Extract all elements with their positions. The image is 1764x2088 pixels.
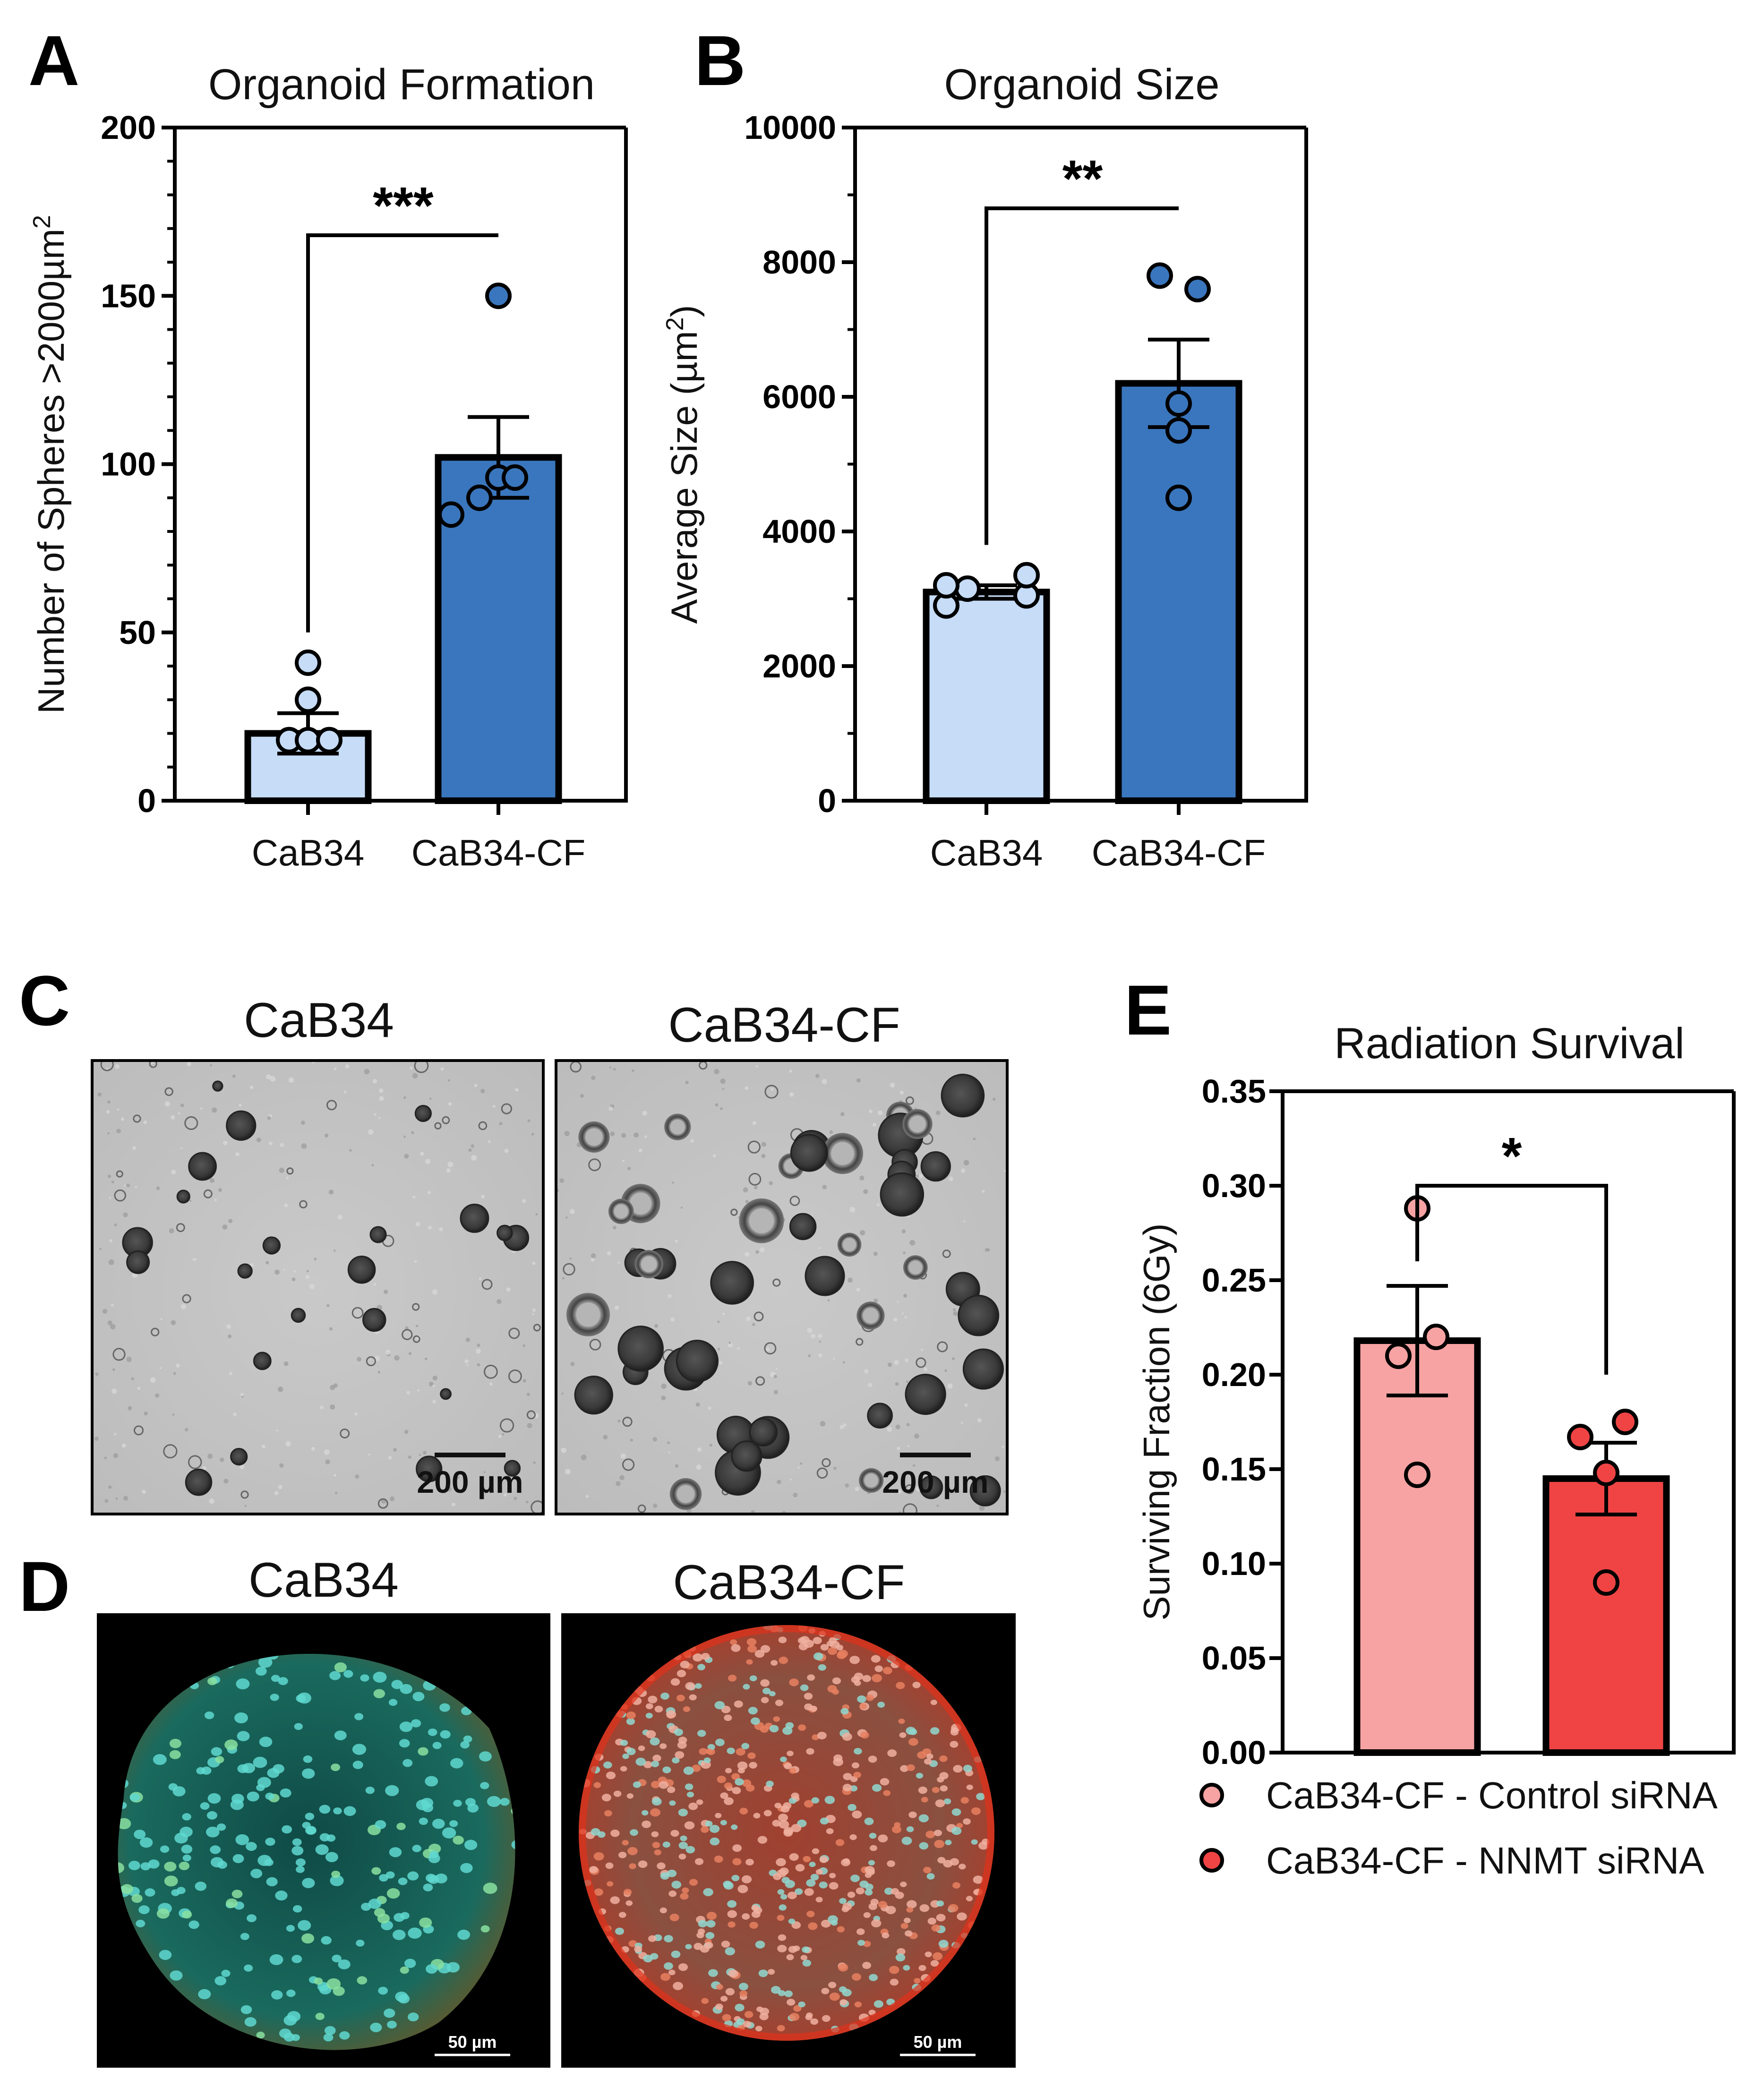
panel-label-c: C bbox=[19, 961, 70, 1040]
data-point bbox=[438, 501, 464, 528]
y-tick-label: 0.05 bbox=[1202, 1640, 1266, 1677]
fluorescence-image-cab34-cf bbox=[579, 1625, 994, 2041]
y-tick-label: 0.25 bbox=[1202, 1262, 1266, 1299]
chart-organoid-formation: Organoid Formation Number of Spheres >200… bbox=[28, 60, 628, 873]
y-tick-label: 8000 bbox=[762, 244, 836, 281]
data-point bbox=[1593, 1569, 1619, 1596]
data-point bbox=[1567, 1424, 1593, 1450]
panel-label-e: E bbox=[1124, 970, 1172, 1050]
legend-marker-nnmt bbox=[1199, 1848, 1224, 1873]
panel-label-a: A bbox=[28, 21, 79, 100]
panel-d-images: CaB34 CaB34-CF 50 µm 50 µm bbox=[97, 1553, 1016, 2068]
data-point bbox=[933, 572, 959, 599]
data-point bbox=[466, 484, 493, 511]
data-point bbox=[295, 686, 321, 713]
data-point bbox=[502, 464, 528, 491]
data-point bbox=[1404, 1462, 1430, 1488]
y-tick-label: 0 bbox=[818, 782, 836, 819]
data-point bbox=[1593, 1460, 1619, 1486]
fluorescence-image-cab34 bbox=[118, 1653, 515, 2050]
bar bbox=[1353, 1337, 1481, 1756]
legend-label-nnmt: CaB34-CF - NNMT siRNA bbox=[1266, 1840, 1704, 1882]
y-tick-label: 100 bbox=[101, 446, 156, 483]
data-point bbox=[1423, 1324, 1449, 1350]
chart-radiation-survival: Radiation Survival Surviving Fraction (6G… bbox=[1136, 1019, 1736, 1771]
y-tick-label: 10000 bbox=[744, 109, 836, 146]
significance-bracket bbox=[1415, 1184, 1608, 1375]
y-axis-label: Number of Spheres >2000µm2 bbox=[28, 215, 72, 714]
y-tick-label: 2000 bbox=[762, 648, 836, 685]
chart-organoid-size: Organoid Size Average Size (µm2) 0 2000 4000… bbox=[661, 60, 1308, 873]
data-point bbox=[954, 575, 981, 602]
significance-marker: * bbox=[1502, 1127, 1522, 1185]
x-tick-label: CaB34 bbox=[930, 832, 1043, 873]
panel-label-b: B bbox=[694, 21, 745, 100]
legend: CaB34-CF - Control siRNA CaB34-CF - NNMT… bbox=[1199, 1774, 1718, 1882]
d-left-title: CaB34 bbox=[248, 1553, 399, 1608]
x-tick-label: CaB34 bbox=[252, 832, 365, 873]
data-point bbox=[485, 282, 512, 309]
panel-label-d: D bbox=[19, 1547, 70, 1626]
y-tick-label: 0.10 bbox=[1202, 1545, 1266, 1582]
brightfield-image-cab34 bbox=[92, 1061, 543, 1514]
d-right-title: CaB34-CF bbox=[673, 1555, 905, 1610]
d-left-scalebar-label: 50 µm bbox=[448, 2032, 497, 2052]
data-point bbox=[1165, 390, 1192, 417]
bar bbox=[923, 589, 1050, 804]
d-right-scalebar-label: 50 µm bbox=[914, 2032, 962, 2052]
chart-title: Radiation Survival bbox=[1334, 1019, 1684, 1068]
c-right-title: CaB34-CF bbox=[668, 998, 900, 1053]
y-axis-label: Surviving Fraction (6Gy) bbox=[1136, 1224, 1177, 1621]
data-point bbox=[1147, 262, 1173, 289]
bar bbox=[1115, 380, 1242, 804]
y-tick-label: 0.00 bbox=[1202, 1734, 1266, 1771]
data-point bbox=[316, 727, 343, 753]
y-tick-label: 200 bbox=[101, 109, 156, 146]
y-tick-label: 0 bbox=[137, 782, 156, 819]
y-tick-label: 4000 bbox=[762, 513, 836, 550]
chart-title: Organoid Formation bbox=[208, 60, 595, 109]
y-tick-label: 0.20 bbox=[1202, 1356, 1266, 1393]
legend-label-control: CaB34-CF - Control siRNA bbox=[1266, 1774, 1718, 1816]
data-point bbox=[295, 649, 321, 676]
data-point bbox=[1165, 417, 1192, 444]
significance-bracket bbox=[985, 206, 1179, 545]
y-tick-label: 0.15 bbox=[1202, 1451, 1266, 1488]
brightfield-image-cab34-cf bbox=[556, 1061, 1007, 1514]
significance-marker: ** bbox=[1062, 150, 1103, 208]
y-tick-label: 0.35 bbox=[1202, 1073, 1266, 1110]
y-tick-label: 0.30 bbox=[1202, 1167, 1266, 1204]
data-point bbox=[1612, 1409, 1638, 1435]
c-left-title: CaB34 bbox=[244, 993, 394, 1048]
chart-title: Organoid Size bbox=[944, 60, 1220, 109]
c-right-scalebar-label: 200 µm bbox=[882, 1464, 988, 1499]
y-tick-label: 50 bbox=[119, 614, 156, 651]
y-tick-label: 6000 bbox=[762, 378, 836, 415]
significance-marker: *** bbox=[373, 177, 434, 235]
data-point bbox=[1013, 562, 1040, 589]
x-tick-label: CaB34-CF bbox=[411, 832, 585, 873]
y-tick-label: 150 bbox=[101, 277, 156, 314]
c-left-scalebar-label: 200 µm bbox=[417, 1464, 523, 1499]
data-point bbox=[1184, 276, 1211, 302]
panel-c-images: CaB34 CaB34-CF 200 µm 200 µm bbox=[91, 993, 1009, 1515]
legend-marker-control bbox=[1199, 1783, 1224, 1807]
significance-bracket bbox=[306, 233, 498, 633]
data-point bbox=[1165, 484, 1192, 511]
data-point bbox=[295, 727, 321, 753]
data-point bbox=[1385, 1343, 1412, 1369]
bar bbox=[1542, 1475, 1670, 1756]
x-tick-label: CaB34-CF bbox=[1092, 832, 1266, 873]
y-axis-label: Average Size (µm2) bbox=[661, 305, 705, 624]
